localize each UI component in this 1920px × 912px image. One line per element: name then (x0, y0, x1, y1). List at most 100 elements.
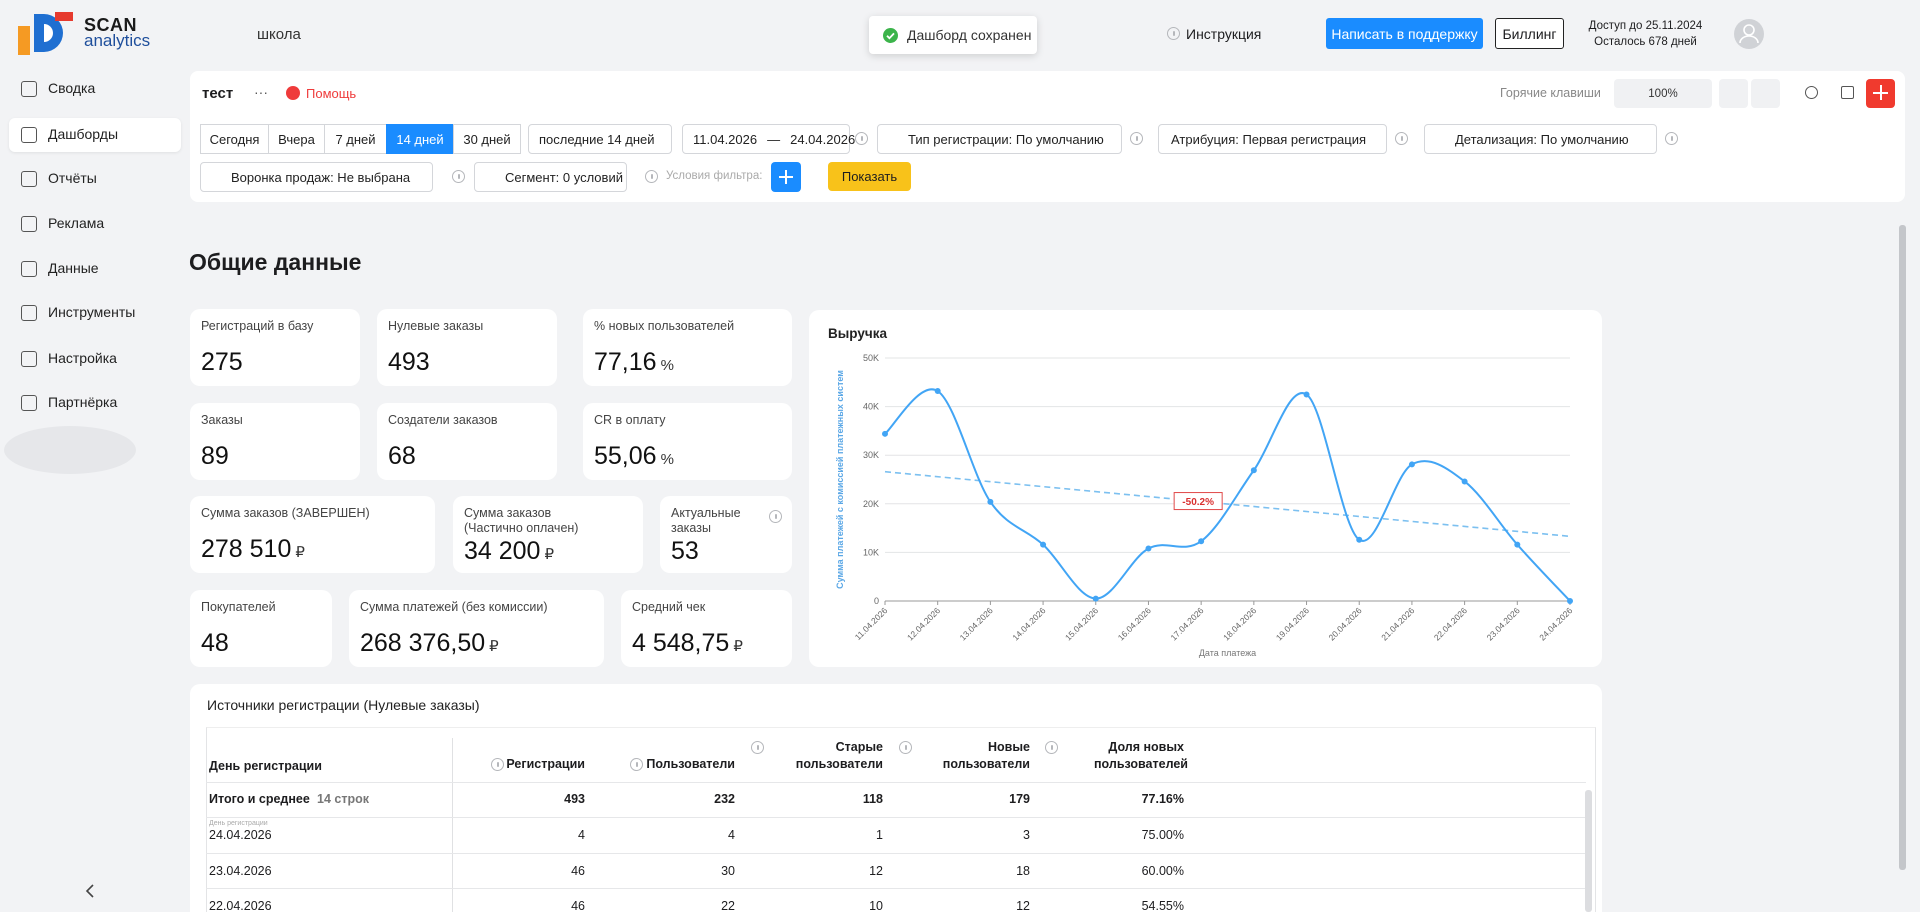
project-name[interactable]: школа (257, 26, 301, 43)
y-axis-label: Сумма платежей с комиссией платежных сис… (835, 370, 845, 589)
kpi-value: 493 (388, 348, 430, 376)
period-button[interactable]: 30 дней (453, 124, 521, 154)
y-tick-label: 0 (874, 596, 879, 606)
column-header[interactable]: Пользователи (646, 757, 735, 771)
sidebar-item[interactable]: Сводка (48, 80, 96, 96)
toolbar-icon-button[interactable] (1751, 79, 1780, 108)
column-header[interactable]: Регистрации (506, 757, 585, 771)
filter-dropdown[interactable]: Детализация: По умолчанию (1424, 124, 1657, 154)
support-button[interactable]: Написать в поддержку (1326, 18, 1483, 49)
column-header[interactable]: Новые пользователи (942, 740, 1030, 771)
toolbar-icon[interactable] (1805, 86, 1818, 99)
filter-dropdown[interactable]: Атрибуция: Первая регистрация (1158, 124, 1387, 154)
trend-label: -50.2% (1182, 497, 1214, 508)
period-button[interactable]: Вчера (268, 124, 325, 154)
data-point (1567, 598, 1573, 604)
y-tick-label: 40K (863, 402, 879, 412)
kpi-unit: % (660, 451, 674, 468)
show-button[interactable]: Показать (828, 162, 911, 191)
segment-button[interactable]: Сегмент: 0 условий (474, 162, 627, 192)
data-point (1356, 536, 1363, 543)
x-tick-label: 20.04.2026 (1326, 605, 1363, 642)
help-icon[interactable] (1130, 132, 1143, 145)
period-select[interactable]: последние 14 дней (528, 124, 672, 154)
sidebar-item[interactable]: Реклама (48, 215, 105, 231)
data-point (1303, 391, 1310, 398)
period-button[interactable]: 7 дней (324, 124, 387, 154)
y-tick-label: 50K (863, 353, 879, 363)
dashboard-menu[interactable]: ··· (254, 84, 268, 100)
kpi-unit: ₽ (295, 544, 305, 561)
kpi-value: 4 548,75 (632, 629, 730, 657)
x-tick-label: 11.04.2026 (853, 605, 890, 642)
total-cell: 493 (564, 792, 585, 806)
help-icon[interactable] (1167, 27, 1180, 40)
kpi-value-row: 53 (671, 536, 762, 566)
period-button[interactable]: Сегодня (200, 124, 269, 154)
toast-text: Дашборд сохранен (907, 27, 1032, 43)
row-line (206, 817, 1586, 818)
sidebar-item[interactable]: Настройка (48, 350, 117, 366)
kpi-unit: ₽ (733, 638, 743, 655)
kpi-label: % новых пользователей (594, 319, 735, 333)
kpi-card: Регистраций в базу 275 (190, 309, 360, 386)
filter-dropdown[interactable]: Тип регистрации: По умолчанию (877, 124, 1122, 154)
help-icon[interactable] (452, 170, 465, 183)
help-link[interactable]: Помощь (306, 86, 357, 101)
help-icon[interactable] (769, 510, 782, 523)
toolbar-icon-button[interactable] (1719, 79, 1748, 108)
kpi-value-row: 493 (388, 347, 527, 377)
x-tick-label: 17.04.2026 (1168, 605, 1205, 642)
toolbar-icon[interactable] (1841, 86, 1854, 99)
kpi-value: 55,06 (594, 442, 657, 470)
funnel-dropdown[interactable]: Воронка продаж: Не выбрана (200, 162, 433, 192)
help-icon[interactable] (491, 758, 504, 771)
filter-conditions: Условия фильтра: (666, 170, 763, 182)
sidebar-item[interactable]: Отчёты (48, 170, 97, 186)
sidebar-item[interactable]: Дашборды (48, 126, 118, 142)
kpi-value-row: 278 510 ₽ (201, 534, 405, 564)
help-icon[interactable] (1045, 741, 1058, 754)
help-icon[interactable] (899, 741, 912, 754)
table-cell: 3 (1023, 828, 1030, 842)
date-range[interactable]: 11.04.2026 — 24.04.2026 (682, 124, 855, 154)
date-from: 11.04.2026 (693, 131, 758, 147)
kpi-card: Средний чек 4 548,75 ₽ (621, 590, 792, 667)
column-header[interactable]: День регистрации (209, 759, 322, 773)
sidebar-item[interactable]: Данные (48, 260, 99, 276)
row-caption: День регистрации (209, 820, 268, 827)
billing-button[interactable]: Биллинг (1495, 18, 1564, 49)
sidebar-icon (21, 127, 37, 143)
days-left: Осталось 678 дней (1594, 36, 1697, 48)
toast: Дашборд сохранен (869, 16, 1037, 54)
kpi-value: 68 (388, 442, 416, 470)
table-cell: 4 (578, 828, 585, 842)
kpi-value-row: 275 (201, 347, 330, 377)
y-tick-label: 30K (863, 450, 879, 460)
date-to: 24.04.2026 (790, 131, 856, 147)
instruction-link[interactable]: Инструкция (1186, 26, 1262, 42)
sidebar-icon (21, 305, 37, 321)
table-title: Источники регистрации (Нулевые заказы) (207, 697, 480, 713)
help-icon[interactable] (751, 741, 764, 754)
column-header[interactable]: Старые пользователи (795, 740, 883, 771)
zoom-group: 100% (1614, 79, 1712, 108)
help-icon[interactable] (630, 758, 643, 771)
sidebar-collapse[interactable] (85, 884, 94, 898)
help-icon[interactable] (645, 170, 658, 183)
sidebar-item[interactable]: Инструменты (48, 304, 136, 320)
chart-card: Выручка 0 10K 20K 30K 40K 50K Сумма платежей с … (809, 310, 1602, 667)
avatar[interactable] (1734, 19, 1764, 49)
hotkeys[interactable]: Горячие клавиши (1500, 86, 1601, 100)
x-tick-label: 12.04.2026 (905, 605, 942, 642)
sidebar-item[interactable]: Партнёрка (48, 394, 118, 410)
kpi-value-row: 34 200 ₽ (464, 536, 613, 566)
kpi-card: Сумма заказов (ЗАВЕРШЕН) 278 510 ₽ (190, 496, 435, 573)
table-cell: 12 (869, 864, 883, 878)
help-icon[interactable] (1395, 132, 1408, 145)
help-icon[interactable] (1665, 132, 1678, 145)
total-cell: 77.16% (1141, 792, 1184, 806)
column-header[interactable]: Доля новых пользователей (1094, 740, 1188, 771)
help-icon[interactable] (855, 132, 868, 145)
period-button[interactable]: 14 дней (386, 124, 454, 154)
